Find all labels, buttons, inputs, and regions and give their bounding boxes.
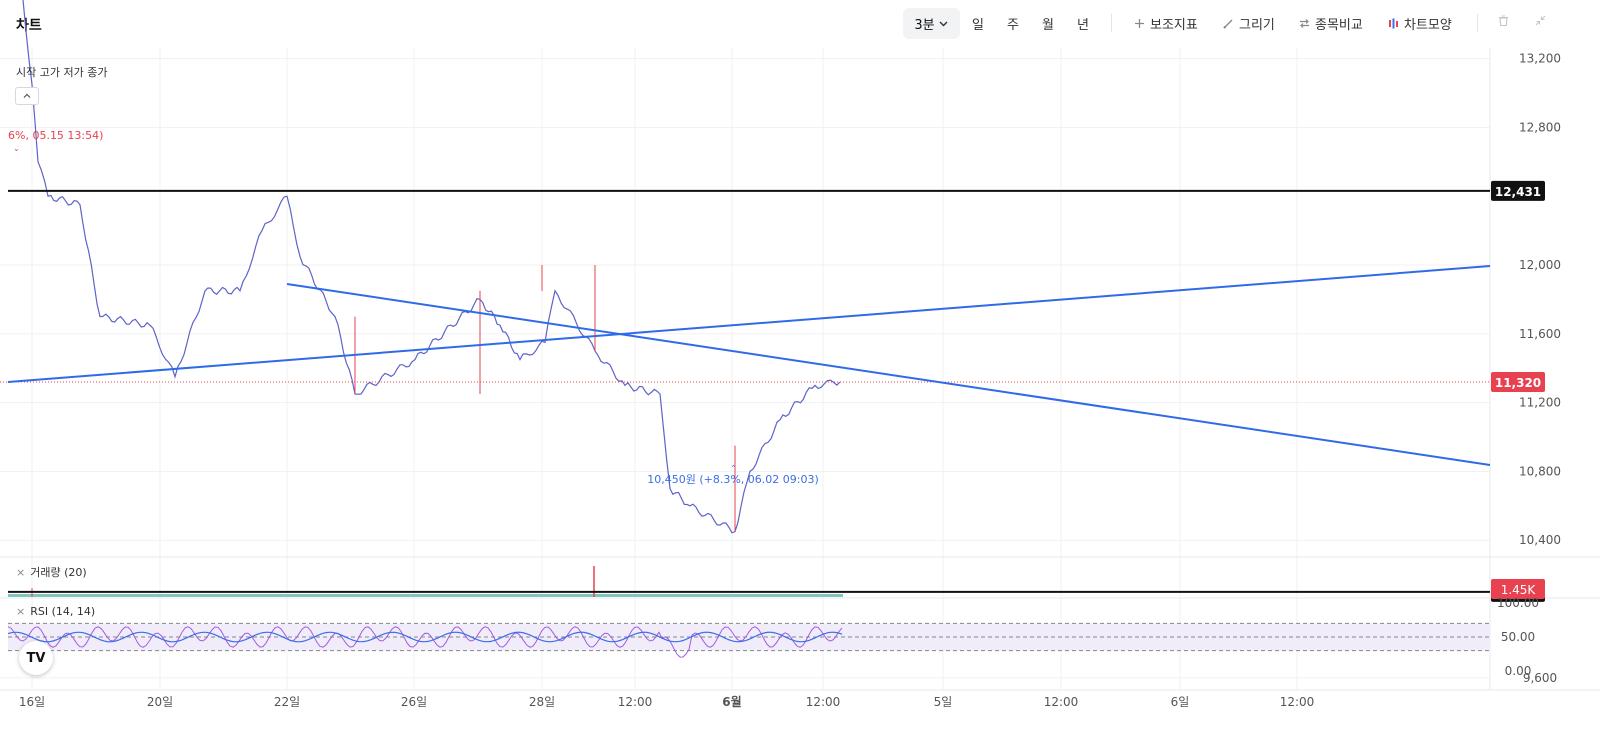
high-annotation: 6%, 05.15 13:54) <box>8 129 103 142</box>
high-marker: ⌄ <box>13 144 20 153</box>
time-tick-label: 12:00 <box>1044 695 1079 709</box>
low-annotation: 10,450원 (+8.3%, 06.02 09:03) <box>647 473 819 486</box>
time-tick-label: 26일 <box>401 695 427 709</box>
rsi-line <box>7 626 843 658</box>
trend-line-rising <box>7 265 1491 383</box>
volume-legend: × 거래량 (20) <box>16 564 87 580</box>
chart-style-button[interactable]: 차트모양 <box>1387 14 1452 33</box>
interval-selector[interactable]: 3분 <box>903 8 960 39</box>
price-tick-label: 10,400 <box>1519 533 1561 547</box>
rsi-signal-line <box>7 631 843 643</box>
collapse-button[interactable] <box>1534 14 1547 27</box>
time-tick-label: 12:00 <box>618 695 653 709</box>
rsi-tick-label: 50.00 <box>1501 630 1535 644</box>
trend-lines[interactable] <box>7 265 1491 466</box>
price-tick-label: 11,200 <box>1519 396 1561 410</box>
indicators-button[interactable]: 보조지표 <box>1133 14 1198 33</box>
time-tick-label: 28일 <box>529 695 555 709</box>
time-tick-label: 12:00 <box>1280 695 1315 709</box>
candlestick-icon <box>1389 18 1398 29</box>
period-week-button[interactable]: 주 <box>1007 18 1019 33</box>
grid-lines <box>0 48 1600 691</box>
price-series <box>0 0 1490 534</box>
time-axis: 16일 20일 22일 26일 28일 12:00 6월 12:00 5일 12:00 6일 12:0… <box>19 694 1314 709</box>
time-tick-label: 6월 <box>722 694 741 709</box>
trash-icon <box>1499 15 1508 27</box>
volume-label: 거래량 (20) <box>30 566 87 579</box>
draw-label: 그리기 <box>1239 18 1275 33</box>
interval-label: 3분 <box>914 18 935 33</box>
toolbar-divider <box>1477 14 1478 32</box>
plus-icon <box>1135 19 1144 28</box>
period-month-button[interactable]: 월 <box>1042 18 1054 33</box>
price-tick-label: 12,000 <box>1519 258 1561 272</box>
tradingview-logo[interactable]: TV <box>19 641 53 675</box>
extremum-markers: 6%, 05.15 13:54) ⌄ 10,450원 (+8.3%, 06.02 0… <box>8 129 819 486</box>
toolbar-divider <box>1111 14 1112 32</box>
time-tick-label: 20일 <box>147 695 173 709</box>
price-tag <box>1491 180 1545 201</box>
time-tick-label: 6일 <box>1171 695 1190 709</box>
rsi-pane <box>7 622 1490 658</box>
price-line-up <box>22 0 841 534</box>
chart-toolbar: 차트 3분 일 주 월 년 보조지표 그리기 종목비교 차트모양 <box>0 0 1600 48</box>
volume-bars <box>8 594 843 597</box>
horizontal-lines[interactable] <box>8 189 1490 593</box>
low-marker: ⌃ <box>730 464 737 473</box>
chevron-up-icon <box>23 93 31 98</box>
delete-button[interactable] <box>1497 14 1510 27</box>
volume-tag <box>1491 579 1545 599</box>
compare-button[interactable]: 종목비교 <box>1298 14 1363 33</box>
price-axis: 14,80014,40014,00013,60013,20012,80012,0… <box>1491 52 1561 685</box>
chevron-down-icon <box>939 21 948 27</box>
indicators-label: 보조지표 <box>1150 18 1198 33</box>
rsi-tick-label: 100.00 <box>1497 596 1539 610</box>
price-tick-label: 9,600 <box>1523 671 1557 685</box>
draw-button[interactable]: 그리기 <box>1222 14 1275 33</box>
trend-line-falling <box>286 283 1491 466</box>
swap-icon <box>1300 19 1309 28</box>
time-tick-label: 5일 <box>934 695 953 709</box>
price-tag <box>1491 372 1545 392</box>
price-tick-label: 12,800 <box>1519 120 1561 134</box>
ohlc-legend: 시작 고가 저가 종가 <box>16 66 108 79</box>
chart-title: 차트 <box>16 18 42 34</box>
volume-tag-label: 1.45K <box>1501 583 1537 597</box>
time-tick-label: 16일 <box>19 695 45 709</box>
compare-label: 종목비교 <box>1315 18 1363 33</box>
rsi-legend: × RSI (14, 14) <box>16 605 95 618</box>
period-day-button[interactable]: 일 <box>972 18 984 33</box>
chart-style-label: 차트모양 <box>1404 18 1452 33</box>
minimize-icon <box>1535 15 1546 26</box>
close-icon[interactable]: × <box>16 565 26 579</box>
price-tag-label: 12,431 <box>1495 185 1541 199</box>
period-year-button[interactable]: 년 <box>1077 18 1089 33</box>
close-icon[interactable]: × <box>16 605 26 618</box>
rsi-label: RSI (14, 14) <box>30 605 96 618</box>
time-tick-label: 22일 <box>274 695 300 709</box>
price-tag-label: 11,320 <box>1495 376 1541 390</box>
price-tick-label: 10,800 <box>1519 464 1561 478</box>
price-tick-label: 13,200 <box>1519 52 1561 66</box>
price-line <box>22 0 841 534</box>
pencil-icon <box>1223 19 1233 29</box>
rsi-tick-label: 0.00 <box>1505 664 1532 678</box>
price-tick-label: 11,600 <box>1519 327 1561 341</box>
legend-collapse-button[interactable] <box>15 87 39 105</box>
time-tick-label: 12:00 <box>806 695 841 709</box>
